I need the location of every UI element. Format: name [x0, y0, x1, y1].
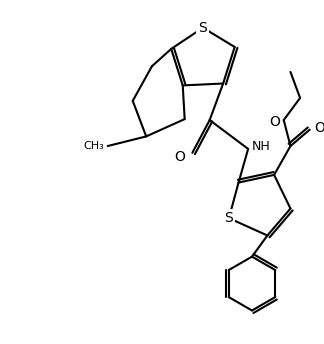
Text: O: O [315, 121, 324, 135]
Text: NH: NH [252, 140, 271, 153]
Text: O: O [174, 150, 185, 164]
Text: CH₃: CH₃ [83, 141, 104, 151]
Text: O: O [269, 115, 280, 129]
Text: S: S [199, 21, 207, 35]
Text: S: S [225, 211, 233, 225]
